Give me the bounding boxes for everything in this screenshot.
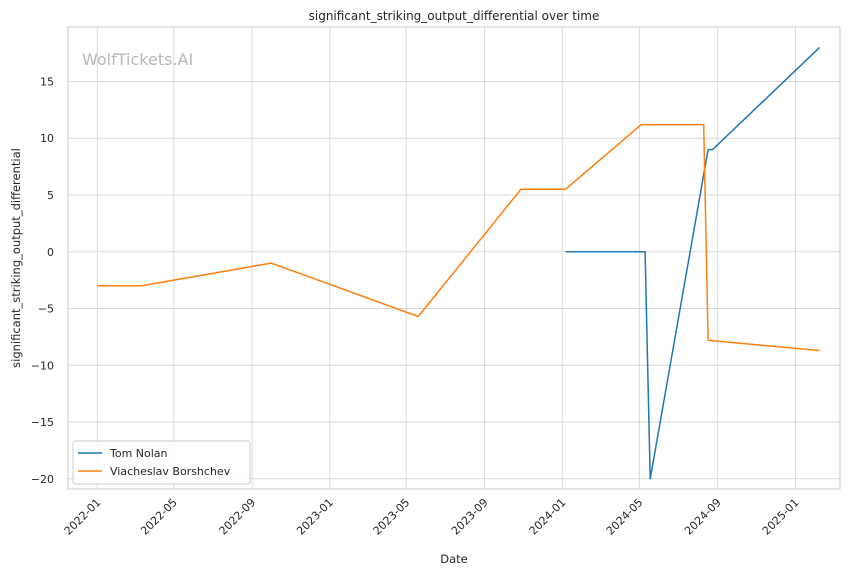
legend: Tom Nolan Viacheslav Borshchev (72, 440, 251, 485)
x-tick-label: 2024-05 (604, 496, 646, 538)
chart-title: significant_striking_output_differential… (309, 9, 600, 23)
x-tick-label: 2023-05 (371, 496, 413, 538)
legend-label-viacheslav-borshchev: Viacheslav Borshchev (110, 465, 231, 478)
series-lines (97, 46, 821, 480)
plot-area (67, 26, 841, 490)
x-tick-label: 2023-01 (294, 496, 336, 538)
y-tick-label: −10 (31, 359, 54, 372)
y-tick-label: 0 (47, 246, 54, 259)
x-tick-label: 2025-01 (760, 496, 802, 538)
x-axis-title: Date (440, 552, 468, 566)
series-line-tom-nolan (565, 46, 821, 480)
y-axis-ticks: −20 −15 −10 −5 0 5 10 15 (31, 75, 54, 485)
legend-box (72, 440, 251, 485)
y-tick-label: 10 (40, 132, 54, 145)
x-tick-label: 2022-01 (62, 496, 104, 538)
x-tick-label: 2023-09 (449, 496, 491, 538)
y-axis-title: significant_striking_output_differential (9, 148, 23, 368)
x-tick-label: 2022-05 (138, 496, 180, 538)
x-axis-ticks: 2022-01 2022-05 2022-09 2023-01 2023-05 2023-… (62, 496, 802, 538)
x-tick-label: 2022-09 (217, 496, 259, 538)
y-tick-label: −5 (38, 303, 54, 316)
watermark: WolfTickets.AI (82, 50, 193, 69)
x-tick-label: 2024-01 (527, 496, 569, 538)
series-line-viacheslav-borshchev (97, 123, 820, 352)
y-tick-label: −20 (31, 473, 54, 486)
y-tick-label: −15 (31, 416, 54, 429)
legend-label-tom-nolan: Tom Nolan (109, 447, 168, 460)
y-tick-label: 15 (40, 75, 54, 88)
y-tick-label: 5 (47, 189, 54, 202)
x-tick-label: 2024-09 (682, 496, 724, 538)
